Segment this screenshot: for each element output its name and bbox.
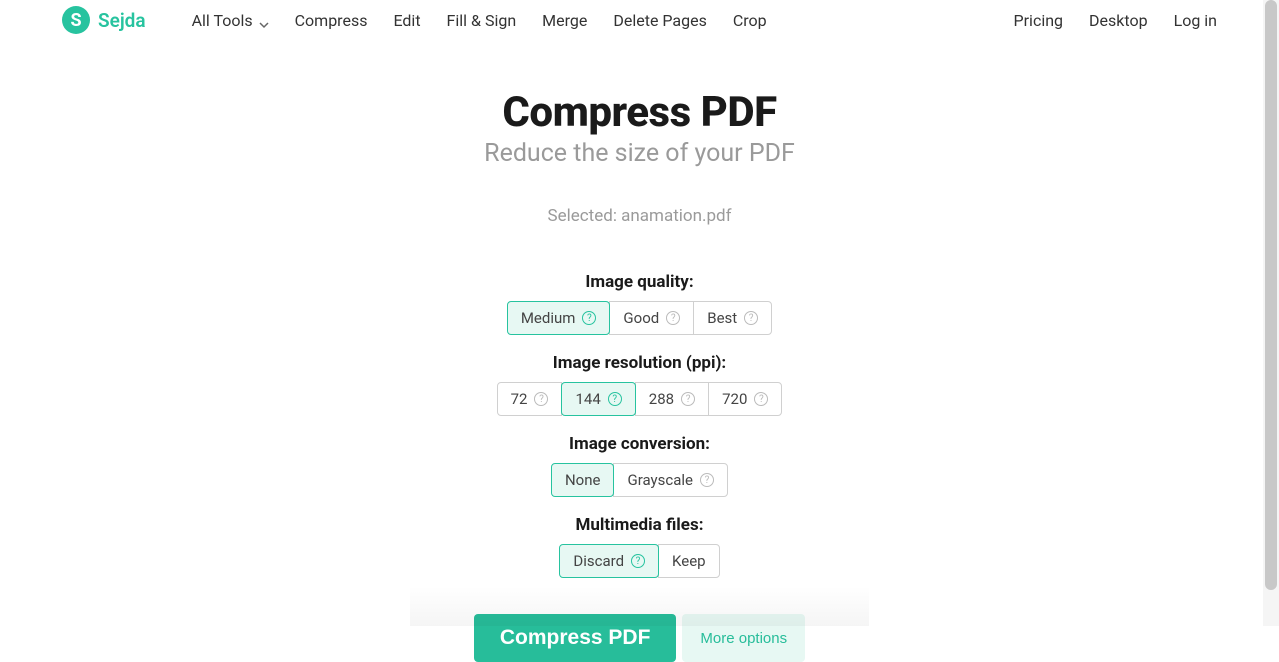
help-icon[interactable]: ?: [631, 554, 645, 568]
resolution-72-label: 72: [511, 390, 528, 408]
nav-edit[interactable]: Edit: [393, 11, 420, 30]
nav-delete-pages[interactable]: Delete Pages: [613, 11, 706, 30]
conversion-none[interactable]: None: [551, 463, 615, 497]
quality-medium-label: Medium: [521, 309, 576, 327]
main-content: Compress PDF Reduce the size of your PDF…: [0, 40, 1279, 662]
quality-medium[interactable]: Medium ?: [507, 301, 611, 335]
resolution-144[interactable]: 144 ?: [561, 382, 635, 416]
multimedia-label: Multimedia files:: [575, 515, 703, 535]
conversion-grayscale[interactable]: Grayscale ?: [613, 463, 728, 497]
resolution-144-label: 144: [575, 390, 600, 408]
options-panel: Image quality: Medium ? Good ? Best ? Im…: [0, 272, 1279, 578]
help-icon[interactable]: ?: [744, 311, 758, 325]
help-icon[interactable]: ?: [666, 311, 680, 325]
compress-button[interactable]: Compress PDF: [474, 614, 677, 662]
scrollbar-thumb[interactable]: [1265, 0, 1277, 590]
quality-good-label: Good: [623, 309, 659, 327]
chevron-down-icon: [259, 15, 269, 25]
conversion-label: Image conversion:: [569, 434, 710, 454]
nav-fill-sign[interactable]: Fill & Sign: [447, 11, 517, 30]
nav-compress[interactable]: Compress: [295, 11, 368, 30]
help-icon[interactable]: ?: [582, 311, 596, 325]
help-icon[interactable]: ?: [681, 392, 695, 406]
conversion-grayscale-label: Grayscale: [627, 471, 693, 489]
logo-icon: S: [62, 6, 90, 34]
quality-good[interactable]: Good ?: [609, 301, 694, 335]
page-title: Compress PDF: [0, 88, 1279, 137]
scrollbar-track[interactable]: [1263, 0, 1279, 626]
quality-best-label: Best: [707, 309, 737, 327]
resolution-288-label: 288: [649, 390, 674, 408]
quality-label: Image quality:: [585, 272, 693, 292]
action-row: Compress PDF More options: [0, 614, 1279, 662]
multimedia-buttons: Discard ? Keep: [559, 544, 719, 578]
conversion-group: Image conversion: None Grayscale ?: [551, 434, 728, 497]
nav-log-in[interactable]: Log in: [1174, 11, 1217, 30]
nav-desktop[interactable]: Desktop: [1089, 11, 1148, 30]
nav-all-tools-label: All Tools: [192, 11, 253, 30]
page-subtitle: Reduce the size of your PDF: [0, 139, 1279, 168]
quality-best[interactable]: Best ?: [693, 301, 772, 335]
multimedia-discard-label: Discard: [573, 552, 624, 570]
help-icon[interactable]: ?: [608, 392, 622, 406]
nav-right: Pricing Desktop Log in: [1014, 11, 1217, 30]
help-icon[interactable]: ?: [700, 473, 714, 487]
resolution-720-label: 720: [722, 390, 747, 408]
logo-text: Sejda: [98, 9, 146, 32]
quality-buttons: Medium ? Good ? Best ?: [507, 301, 772, 335]
help-icon[interactable]: ?: [534, 392, 548, 406]
nav-pricing[interactable]: Pricing: [1014, 11, 1064, 30]
quality-group: Image quality: Medium ? Good ? Best ?: [507, 272, 772, 335]
resolution-288[interactable]: 288 ?: [635, 382, 709, 416]
conversion-buttons: None Grayscale ?: [551, 463, 728, 497]
nav-merge[interactable]: Merge: [542, 11, 587, 30]
nav-left: All Tools Compress Edit Fill & Sign Merg…: [192, 11, 1014, 30]
selected-file: Selected: anamation.pdf: [0, 206, 1279, 226]
resolution-72[interactable]: 72 ?: [497, 382, 563, 416]
multimedia-group: Multimedia files: Discard ? Keep: [559, 515, 719, 578]
multimedia-keep-label: Keep: [672, 552, 706, 570]
multimedia-discard[interactable]: Discard ?: [559, 544, 659, 578]
logo[interactable]: S Sejda: [62, 6, 146, 34]
help-icon[interactable]: ?: [754, 392, 768, 406]
multimedia-keep[interactable]: Keep: [658, 544, 720, 578]
header: S Sejda All Tools Compress Edit Fill & S…: [0, 0, 1279, 40]
more-options-button[interactable]: More options: [682, 614, 805, 662]
resolution-label: Image resolution (ppi):: [553, 353, 726, 373]
resolution-720[interactable]: 720 ?: [708, 382, 782, 416]
resolution-buttons: 72 ? 144 ? 288 ? 720 ?: [497, 382, 783, 416]
conversion-none-label: None: [565, 471, 601, 489]
resolution-group: Image resolution (ppi): 72 ? 144 ? 288 ?…: [497, 353, 783, 416]
nav-crop[interactable]: Crop: [733, 11, 767, 30]
nav-all-tools[interactable]: All Tools: [192, 11, 269, 30]
